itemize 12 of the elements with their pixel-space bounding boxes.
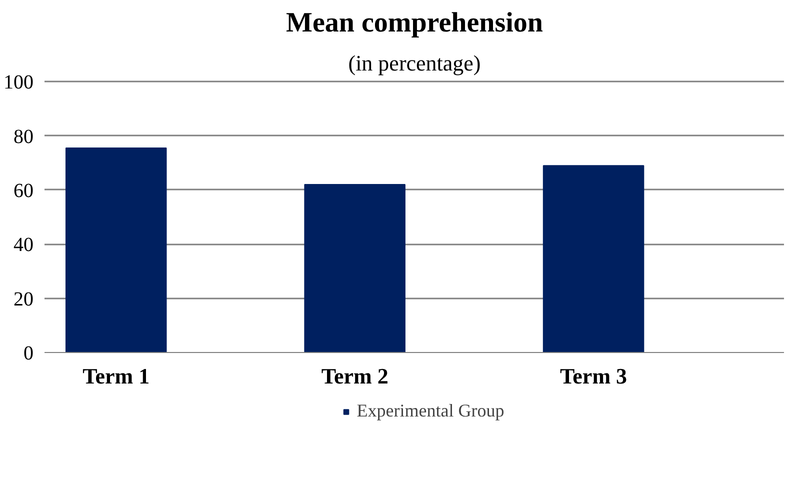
x-tick-label: Term 3 <box>560 364 628 388</box>
chart-title: Mean comprehension <box>286 8 544 38</box>
y-tick-label: 40 <box>14 234 34 256</box>
y-tick-label: 20 <box>14 288 34 310</box>
chart-subtitle: (in percentage) <box>348 50 481 76</box>
y-tick-label: 100 <box>4 72 34 94</box>
y-tick-label: 60 <box>14 180 34 202</box>
y-tick-label: 80 <box>14 126 34 148</box>
y-tick-label: 0 <box>24 342 34 364</box>
x-tick-label: Term 1 <box>82 364 150 388</box>
legend-label: Experimental Group <box>356 400 504 422</box>
x-tick-label: Term 2 <box>321 364 388 388</box>
